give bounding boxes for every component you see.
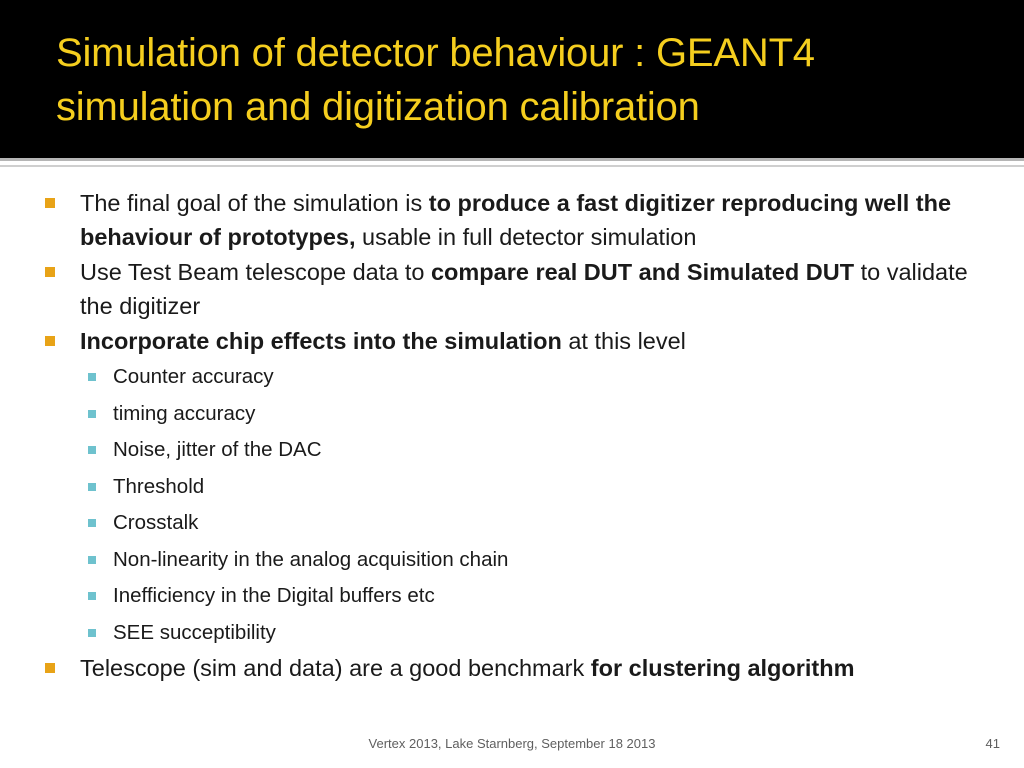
bullet-text-segment: to validate the digitizer <box>80 259 968 319</box>
bullet-text: The final goal of the simulation is to p… <box>80 190 951 250</box>
sub-bullet-item: Inefficiency in the Digital buffers etc <box>0 578 1024 615</box>
bullet-list: The final goal of the simulation is to p… <box>0 186 1024 686</box>
bullet-text: Telescope (sim and data) are a good benc… <box>80 655 855 681</box>
bullet-text: Counter accuracy <box>113 365 274 388</box>
bullet-text: SEE succeptibility <box>113 621 276 644</box>
bullet-text: Crosstalk <box>113 511 198 534</box>
slide-title-band: Simulation of detector behaviour : GEANT… <box>0 0 1024 158</box>
sub-bullet-item: Crosstalk <box>0 505 1024 542</box>
sub-bullet-marker-icon <box>88 373 96 381</box>
page-title: Simulation of detector behaviour : GEANT… <box>56 31 815 129</box>
bullet-marker-icon <box>45 336 55 346</box>
sub-bullet-marker-icon <box>88 519 96 527</box>
bullet-item: Use Test Beam telescope data to compare … <box>0 255 1024 323</box>
bullet-item: Incorporate chip effects into the simula… <box>0 324 1024 358</box>
bullet-text-emphasis: for clustering algorithm <box>590 655 855 681</box>
bullet-text-segment: SEE succeptibility <box>113 620 276 644</box>
sub-bullet-marker-icon <box>88 555 96 564</box>
bullet-text-segment: Inefficiency in the Digital buffers etc <box>113 584 435 607</box>
bullet-text: Incorporate chip effects into the simula… <box>80 328 686 354</box>
bullet-text-segment: Counter accuracy <box>113 365 274 388</box>
bullet-text: Threshold <box>113 475 204 498</box>
sub-bullet-marker-icon <box>88 592 96 600</box>
bullet-text-segment: Crosstalk <box>113 511 199 534</box>
sub-bullet-item: Threshold <box>0 469 1024 506</box>
bullet-text-emphasis: compare real DUT and Simulated DUT <box>430 259 855 285</box>
sub-bullet-marker-icon <box>88 409 96 418</box>
bullet-text-segment: Non-linearity in the analog acquisition … <box>113 547 509 571</box>
title-divider-lower <box>0 165 1024 167</box>
sub-bullet-item: Counter accuracy <box>0 359 1024 396</box>
bullet-item: The final goal of the simulation is to p… <box>0 186 1024 254</box>
bullet-marker-icon <box>45 198 55 208</box>
sub-bullet-marker-icon <box>88 628 96 637</box>
bullet-text: timing accuracy <box>113 402 255 425</box>
bullet-text-segment: Noise, jitter of the DAC <box>113 438 322 461</box>
title-divider-upper <box>0 158 1024 161</box>
bullet-item: Telescope (sim and data) are a good benc… <box>0 651 1024 685</box>
slide-number: 41 <box>985 736 1000 751</box>
footer-note: Vertex 2013, Lake Starnberg, September 1… <box>368 736 656 751</box>
bullet-marker-icon <box>45 267 55 277</box>
bullet-text-segment: Threshold <box>113 474 205 498</box>
sub-bullet-item: Non-linearity in the analog acquisition … <box>0 542 1024 579</box>
sub-bullet-marker-icon <box>88 482 96 491</box>
bullet-text-emphasis: Incorporate chip effects into the simula… <box>80 328 562 354</box>
bullet-text: Non-linearity in the analog acquisition … <box>113 548 508 571</box>
bullet-text: Noise, jitter of the DAC <box>113 438 322 461</box>
bullet-text-segment: The final goal of the simulation is <box>80 190 429 216</box>
bullet-text-segment: timing accuracy <box>113 401 256 425</box>
bullet-text-segment: at this level <box>561 328 686 354</box>
sub-bullet-marker-icon <box>88 446 96 454</box>
bullet-text: Inefficiency in the Digital buffers etc <box>113 584 435 607</box>
bullet-text: Use Test Beam telescope data to compare … <box>80 259 968 319</box>
bullet-marker-icon <box>45 663 55 673</box>
bullet-text-segment: Use Test Beam telescope data to <box>80 259 431 285</box>
title-divider-gap <box>0 161 1024 165</box>
bullet-text-segment: usable in full detector simulation <box>355 224 697 250</box>
sub-bullet-item: timing accuracy <box>0 396 1024 433</box>
sub-bullet-item: SEE succeptibility <box>0 615 1024 652</box>
bullet-text-segment: Telescope (sim and data) are a good benc… <box>80 655 591 681</box>
bullet-text-emphasis: to produce a fast digitizer reproducing … <box>80 190 952 250</box>
sub-bullet-item: Noise, jitter of the DAC <box>0 432 1024 469</box>
